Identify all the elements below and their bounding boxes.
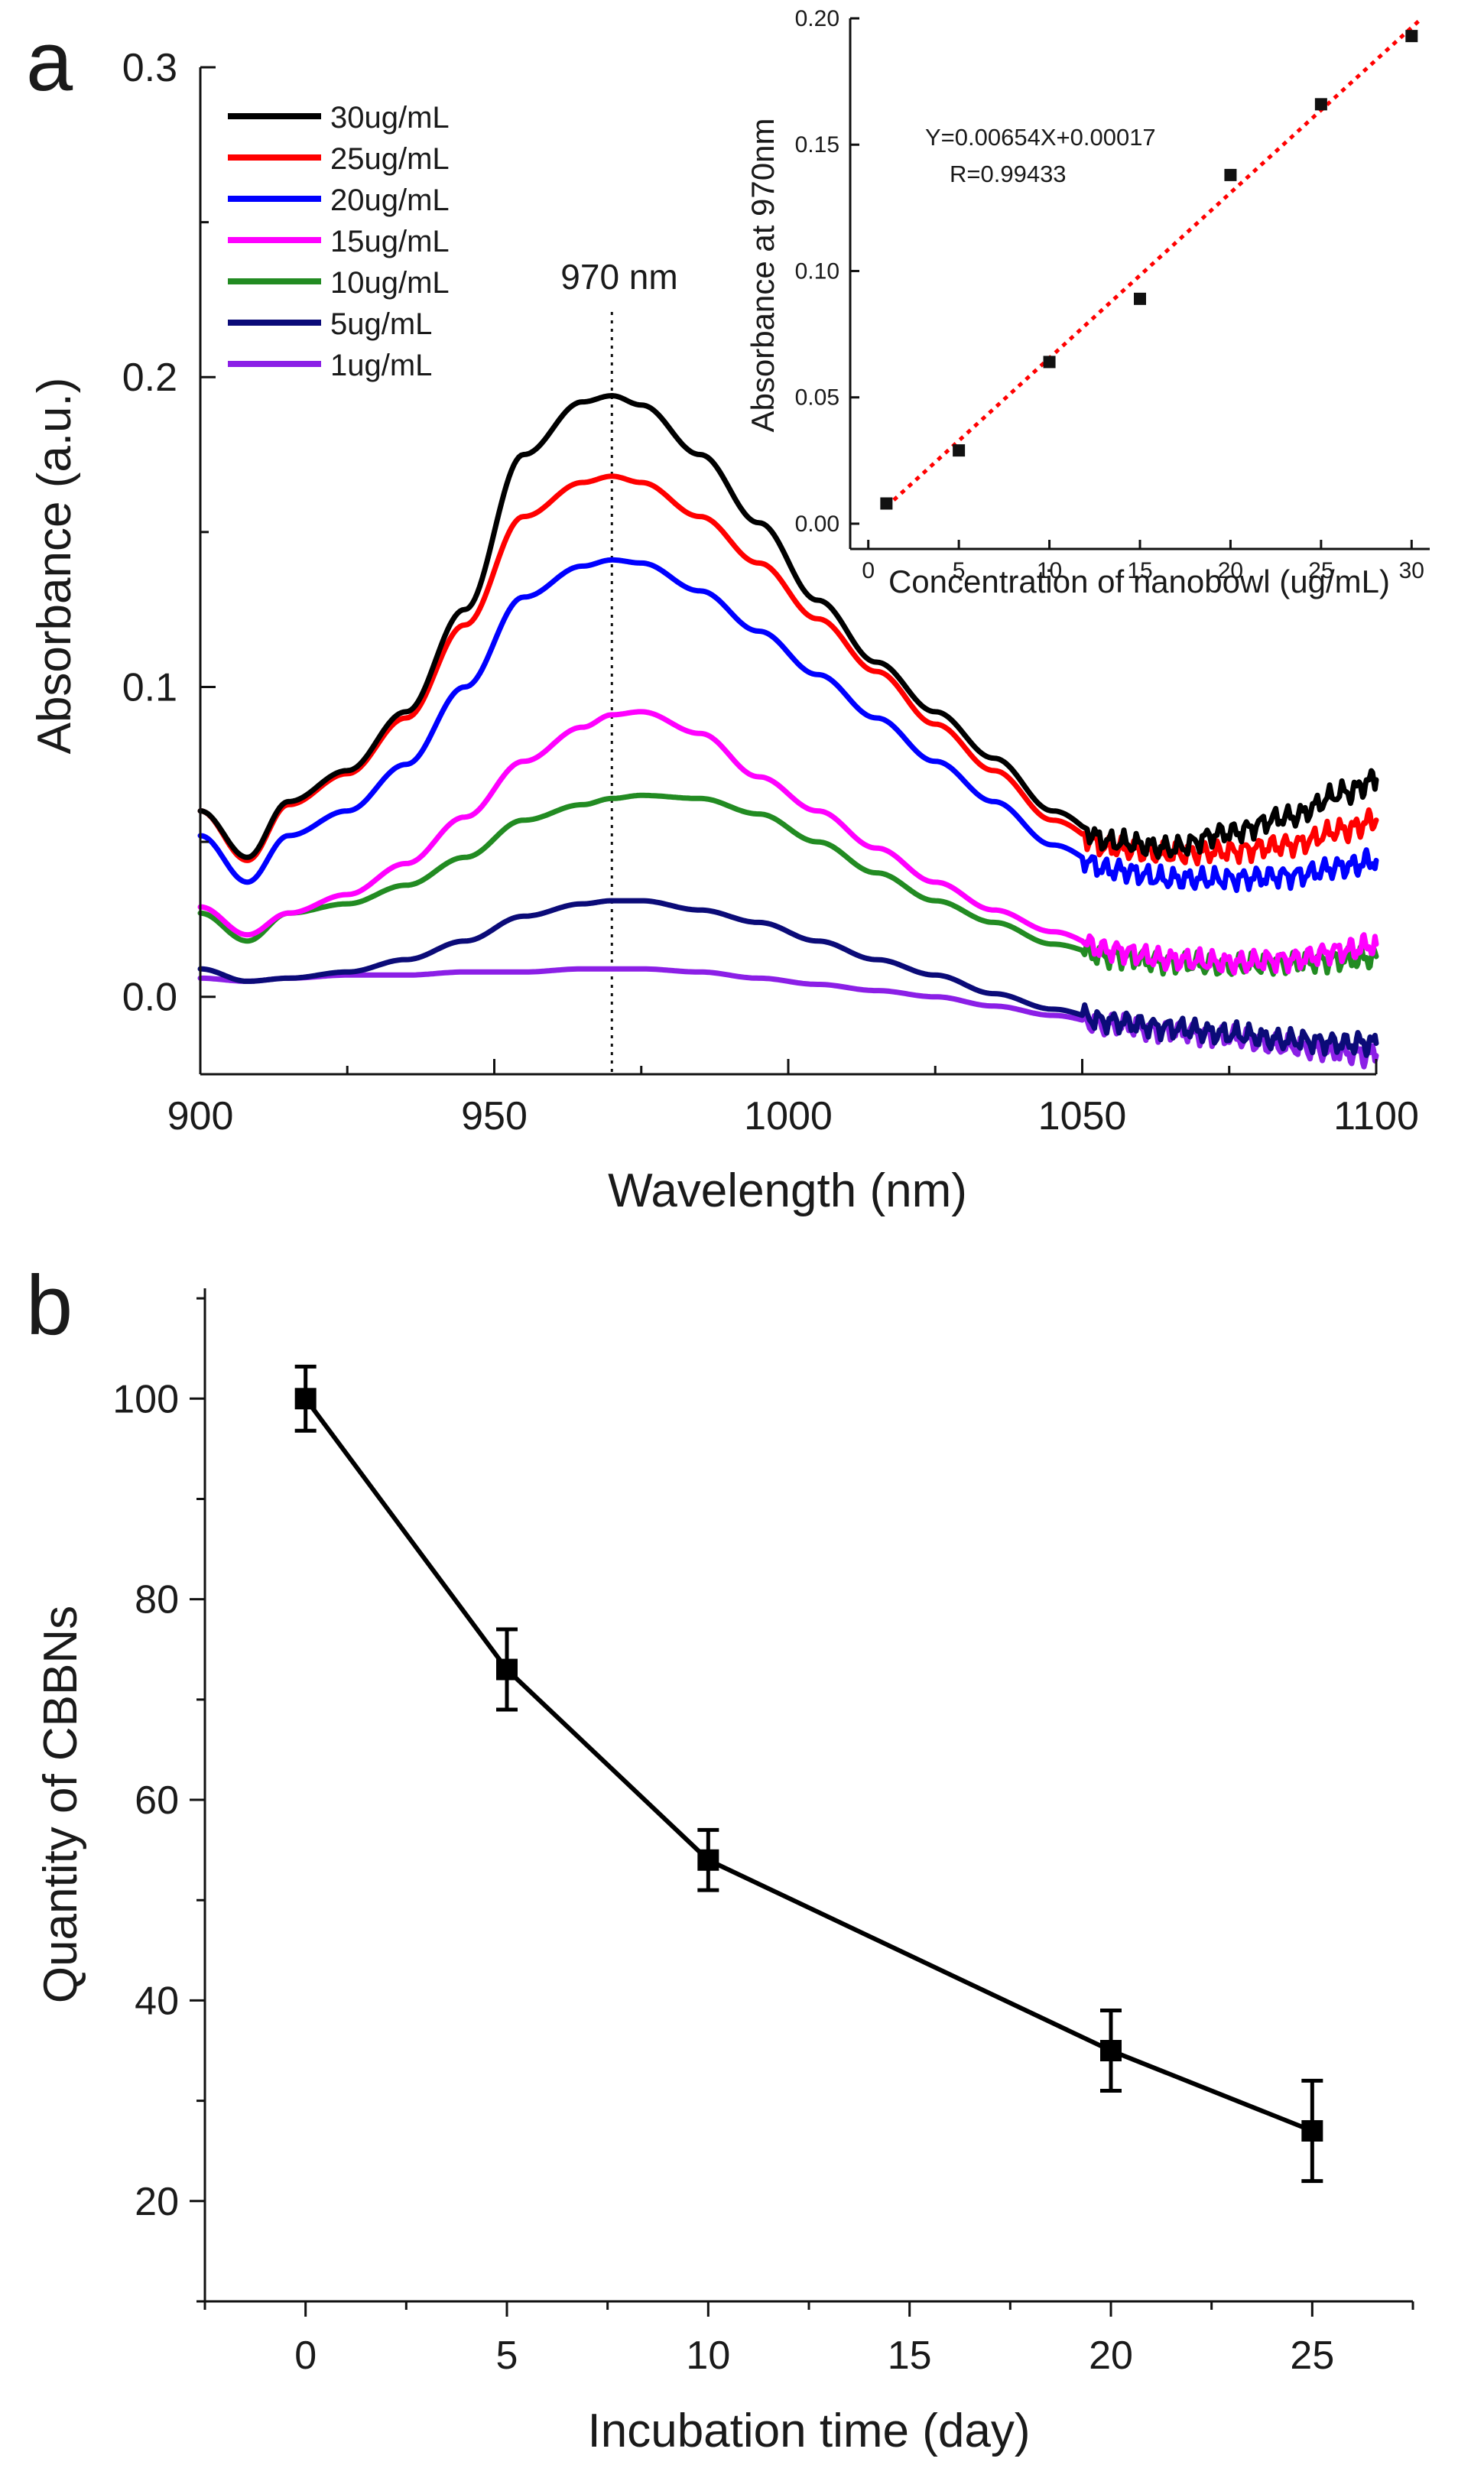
panel-b-x-ticks: 0 5 10 15 20 25 bbox=[203, 2301, 1414, 2378]
x-tick-label: 30 bbox=[1399, 558, 1424, 583]
inset-x-ticks: 0 5 10 15 20 25 30 bbox=[862, 540, 1424, 583]
data-point bbox=[953, 444, 966, 457]
series-line bbox=[304, 1397, 1314, 2133]
panel-a-legend: 30ug/mL 25ug/mL 20ug/mL 15ug/mL 10ug/mL 5ug/m… bbox=[228, 101, 450, 382]
series-line-20ugml bbox=[197, 557, 1379, 893]
x-tick-label: 0 bbox=[294, 2333, 317, 2378]
fit-line bbox=[885, 18, 1422, 508]
y-tick-label: 100 bbox=[112, 1377, 179, 1421]
y-tick-label: 0.20 bbox=[795, 6, 839, 31]
series-line-30ugml bbox=[197, 393, 1379, 860]
inset-y-ticks: 0.00 0.05 0.10 0.15 0.20 bbox=[795, 6, 859, 537]
x-tick-label: 20 bbox=[1218, 558, 1243, 583]
legend-label: 25ug/mL bbox=[330, 142, 450, 176]
fit-equation: Y=0.00654X+0.00017 bbox=[925, 124, 1156, 151]
x-tick-label: 1050 bbox=[1038, 1094, 1127, 1138]
legend-label: 10ug/mL bbox=[330, 266, 450, 300]
panel-b: b 0 5 10 15 20 25 20 40 60 80 100 Incubation time… bbox=[26, 1258, 1414, 2457]
panel-b-label: b bbox=[26, 1258, 73, 1353]
legend-label: 1ug/mL bbox=[330, 349, 432, 382]
fit-r-value: R=0.99433 bbox=[950, 161, 1067, 187]
data-point bbox=[1301, 2119, 1323, 2142]
legend-label: 20ug/mL bbox=[330, 183, 450, 217]
x-tick-label: 25 bbox=[1290, 2333, 1334, 2378]
series-line-5ugml bbox=[197, 898, 1379, 1058]
x-tick-label: 0 bbox=[862, 558, 875, 583]
y-tick-label: 0.00 bbox=[795, 512, 839, 537]
y-tick-label: 60 bbox=[135, 1778, 179, 1823]
data-point bbox=[1134, 292, 1146, 305]
y-tick-label: 80 bbox=[135, 1578, 179, 1622]
panel-a-inset: 0 5 10 15 20 25 30 0.00 0.05 0.10 0.15 0.20 Concen… bbox=[745, 6, 1430, 599]
panel-a-label: a bbox=[26, 15, 73, 109]
legend-label: 30ug/mL bbox=[330, 101, 450, 135]
series-line-1ugml bbox=[197, 966, 1379, 1070]
x-tick-label: 5 bbox=[496, 2333, 518, 2378]
y-tick-label: 20 bbox=[135, 2180, 179, 2224]
inset-y-axis-title: Absorbance at 970nm bbox=[745, 119, 781, 433]
y-tick-label: 0.0 bbox=[122, 976, 177, 1020]
data-point bbox=[1405, 30, 1418, 43]
data-point bbox=[1100, 2040, 1122, 2062]
y-tick-label: 0.3 bbox=[122, 46, 177, 90]
y-tick-label: 0.2 bbox=[122, 356, 177, 400]
x-tick-label: 5 bbox=[953, 558, 966, 583]
y-tick-label: 0.10 bbox=[795, 258, 839, 284]
inset-plot-area bbox=[880, 18, 1422, 510]
panel-a-plot-area bbox=[197, 312, 1379, 1074]
data-point bbox=[1314, 98, 1327, 111]
y-tick-label: 0.05 bbox=[795, 385, 839, 411]
series-line-15ugml bbox=[197, 709, 1379, 976]
panel-a-y-ticks: 0.0 0.1 0.2 0.3 bbox=[122, 46, 216, 1020]
x-tick-label: 10 bbox=[686, 2333, 730, 2378]
data-point bbox=[697, 1849, 719, 1871]
legend-label: 15ug/mL bbox=[330, 225, 450, 258]
y-tick-label: 40 bbox=[135, 1979, 179, 2023]
x-tick-label: 15 bbox=[1127, 558, 1152, 583]
data-point bbox=[496, 1658, 518, 1681]
x-tick-label: 15 bbox=[888, 2333, 932, 2378]
data-point bbox=[880, 497, 893, 510]
data-point bbox=[1043, 356, 1056, 369]
x-tick-label: 25 bbox=[1308, 558, 1333, 583]
panel-b-y-axis-title: Quantity of CBBNs bbox=[34, 1606, 87, 2003]
x-tick-label: 950 bbox=[461, 1094, 528, 1138]
panel-b-y-ticks: 20 40 60 80 100 bbox=[112, 1297, 205, 2303]
data-point bbox=[294, 1388, 317, 1410]
peak-annotation-label: 970 nm bbox=[560, 257, 677, 297]
panel-b-plot-area bbox=[294, 1364, 1323, 2184]
panel-a-y-axis-title: Absorbance (a.u.) bbox=[28, 378, 81, 755]
panel-a-x-ticks: 900 950 1000 1050 1100 bbox=[167, 1059, 1419, 1138]
x-tick-label: 1100 bbox=[1333, 1094, 1419, 1138]
series-line-25ugml bbox=[197, 473, 1379, 867]
y-tick-label: 0.15 bbox=[795, 132, 839, 158]
x-tick-label: 20 bbox=[1089, 2333, 1133, 2378]
x-tick-label: 1000 bbox=[744, 1094, 833, 1138]
panel-a: a 900 950 1000 1050 1100 0.00.10.20.3 Wavele… bbox=[26, 6, 1430, 1217]
x-tick-label: 900 bbox=[167, 1094, 234, 1138]
inset-x-axis-title: Concentration of nanobowl (ug/mL) bbox=[888, 563, 1390, 599]
data-point bbox=[1224, 168, 1237, 181]
panel-a-x-axis-title: Wavelength (nm) bbox=[608, 1164, 967, 1217]
legend-label: 5ug/mL bbox=[330, 307, 432, 341]
panel-b-x-axis-title: Incubation time (day) bbox=[588, 2405, 1031, 2457]
x-tick-label: 10 bbox=[1037, 558, 1062, 583]
y-tick-label: 0.1 bbox=[122, 665, 177, 710]
